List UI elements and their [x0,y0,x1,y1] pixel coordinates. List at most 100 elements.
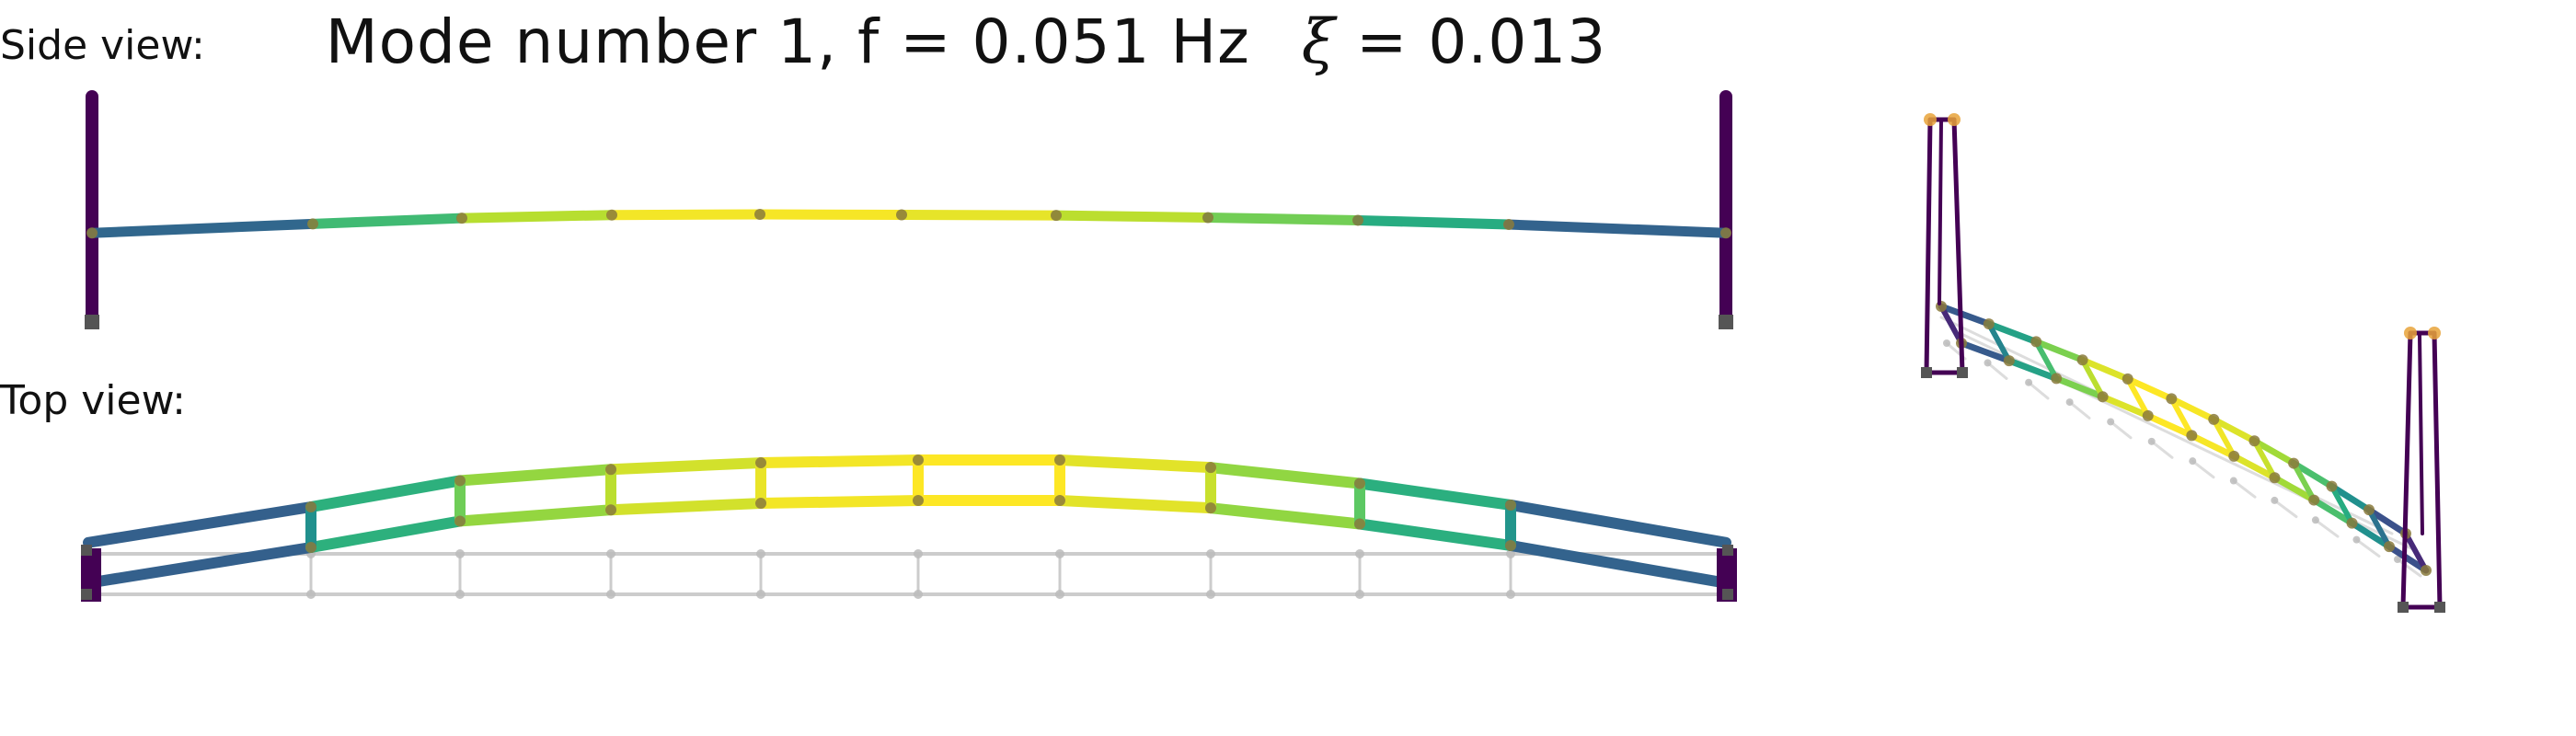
top-undeformed-node [306,590,316,599]
side-deck-node [754,209,765,220]
top-deck-node [454,515,466,527]
3d-crossbeam [2211,416,2237,459]
top-support-marker [81,589,92,600]
3d-crossbeam [2329,483,2355,526]
top-deck-node [1054,454,1065,466]
top-undeformed-node [1355,590,1364,599]
3d-deck-edge [2250,437,2297,467]
3d-deck-node [2030,336,2042,348]
3d-deck-edge [2145,412,2195,439]
3d-deck-edge [2271,474,2317,504]
3d-undeformed-crossbeam [2354,538,2381,558]
3d-deck-node [2186,430,2198,442]
3d-deck-edge [2365,506,2409,537]
3d-crossbeam [2291,460,2317,503]
top-deck-edge-upper [605,457,766,476]
top-deck-node [1505,539,1516,551]
top-tower-right [1717,548,1737,602]
top-deck-edge-lower [454,504,616,527]
top-deck-edge-upper [305,475,466,512]
3d-undeformed-crossbeam [2314,518,2340,538]
3d-crossbeam [2168,396,2195,439]
side-deck-segment [606,209,765,221]
top-deck-edge-lower [1205,502,1365,530]
3d-deck-node [2421,565,2432,576]
top-deck-edge-upper [83,501,316,548]
3d-deck-node [2384,541,2396,553]
top-deck-edge-upper [755,454,924,469]
side-deck-segment [1051,210,1213,223]
3d-crossbeam [2403,531,2429,573]
3d-tower-support [1921,367,1932,378]
side-view-label: Side view: [0,22,205,69]
top-undeformed-node [606,590,615,599]
top-undeformed-node [1506,590,1515,599]
top-deck-node [305,501,316,512]
3d-deck-node [2166,393,2178,405]
top-deck-node [1205,462,1216,474]
top-deck-edge-lower [1354,518,1516,551]
top-undeformed-node [756,590,765,599]
top-view-label: Top view: [0,377,186,424]
top-deck-node [605,464,616,476]
3d-tower-support [2398,602,2409,613]
3d-undeformed-node [2065,398,2074,407]
3d-deck-edge [2329,483,2373,513]
3d-undeformed-crossbeam [2068,400,2091,420]
3d-tower-right-inner [2418,334,2424,535]
3d-deck-node [2308,494,2320,506]
3d-crossbeam [2033,339,2060,382]
3d-crossbeam [2366,507,2393,550]
3d-deck-node [2076,354,2088,366]
top-undeformed-node [1055,549,1064,558]
3d-deck-node [2346,517,2358,529]
side-deck-node [1202,212,1213,224]
3d-tower-left-inner [1938,118,1943,305]
top-deck-node [1354,518,1365,530]
top-undeformed-node [1206,590,1215,599]
3d-deck-node [2122,373,2133,385]
3d-crossbeam [2251,438,2278,481]
side-deck-node [307,218,318,230]
top-deck-node [1205,502,1216,514]
top-deck-node [1054,495,1065,506]
3d-crossbeam [1985,321,2012,364]
top-undeformed-node [1055,590,1064,599]
3d-deck-edge [1938,303,1993,328]
top-deck-node [305,542,316,553]
top-deck-edge-lower [83,542,316,589]
side-deck-node [86,227,98,239]
3d-deck-node [2228,450,2240,462]
3d-deck-node [2051,373,2063,385]
3d-undeformed-node [2271,496,2279,504]
3d-deck-node [2269,472,2281,484]
3d-deck-edge [2310,497,2356,527]
3d-deck-edge [2079,356,2132,383]
side-deck-node [1503,219,1514,231]
top-deck-node [454,475,466,487]
side-deck-segment [896,209,1062,221]
3d-undeformed-crossbeam [2191,459,2215,479]
top-deck-node [755,498,766,510]
side-deck-node [1352,214,1363,226]
3d-tower-top-node [1948,113,1961,126]
mode-title: Mode number 1, f = 0.051 Hz ξ = 0.013 [0,0,1932,85]
3d-deck-edge [1958,339,2013,364]
damping-symbol: ξ [1301,6,1337,77]
side-deck-segment [86,218,318,238]
3d-deck-node [2003,355,2015,367]
3d-deck-node [2097,391,2109,403]
3d-undeformed-node [2107,418,2115,426]
side-support-left [85,315,99,329]
top-deck-edge-lower [1505,539,1731,589]
3d-deck-edge [2099,393,2152,420]
3d-deck-node [2326,480,2338,492]
top-undeformed-node [455,549,465,558]
side-deck-node [1720,227,1731,239]
3d-undeformed-node [2147,437,2156,445]
3d-undeformed-node [2311,516,2319,524]
3d-tower-support [2434,602,2445,613]
side-deck-node [456,213,467,224]
top-undeformed-node [606,549,615,558]
